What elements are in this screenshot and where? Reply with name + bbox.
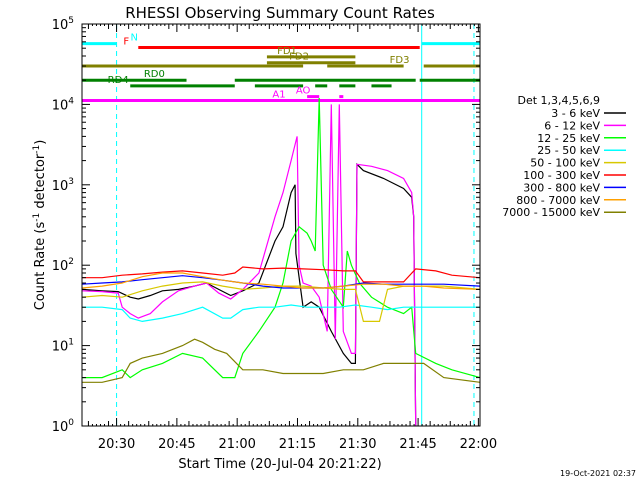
flag-label-fd2: FD2 [289,52,309,63]
plot-frame [81,23,481,427]
x-tick-label: 20:30 [98,437,135,452]
legend-entry-label: 300 - 800 keV [523,181,600,194]
plot-area [116,24,475,426]
flag-label-fd1: FD1 [277,46,297,57]
x-tick-label: 21:15 [279,437,316,452]
series-line-8 [81,272,481,290]
legend-entry-label: 25 - 50 keV [537,144,600,157]
legend-entry-label: 6 - 12 keV [544,119,600,132]
y-axis: 100 101 102 103 104 105 [52,16,480,435]
legend-entry-label: 12 - 25 keV [537,132,600,145]
footer-timestamp: 19-Oct-2021 02:37 [560,469,636,478]
y-axis-label: Count Rate (s-1 detector-1) [32,140,48,311]
y-tick-label: 104 [52,96,75,113]
legend-entry-label: 3 - 6 keV [551,107,600,120]
y-tick-label: 103 [52,177,74,194]
x-tick-label: 21:00 [218,437,255,452]
flag-label-ao: AO [296,86,311,97]
y-tick-label: 100 [52,418,75,435]
series-line-3 [82,97,481,379]
series-line-6 [82,266,481,283]
flag-label-f: F [123,37,129,48]
y-axis-label-end: ) [33,140,48,145]
series-line-9 [82,338,481,383]
y-axis-label-sup2: -1 [32,145,42,154]
flag-label-a1: A1 [272,89,285,100]
y-axis-label-sup: -1 [32,213,42,222]
x-axis: 20:30 20:45 21:00 21:15 21:30 21:45 22:00 [87,24,497,452]
series-layer [81,97,481,427]
y-tick-label: 102 [52,257,74,274]
flag-label-rd4: RD4 [108,75,129,86]
legend-entry-label: 7000 - 15000 keV [502,206,600,219]
legend-entry-label: 50 - 100 keV [530,157,600,170]
x-tick-label: 20:45 [158,437,195,452]
y-tick-label: 105 [52,16,74,33]
series-line-2 [81,104,417,427]
legend-title: Det 1,3,4,5,6,9 [517,94,600,107]
x-tick-label: 21:30 [339,437,376,452]
flag-label-n: N [131,33,138,44]
y-axis-label-tail: detector [33,153,48,213]
flag-label-rd0: RD0 [144,69,165,80]
flag-label-fd3: FD3 [390,55,410,66]
series-line-5 [81,281,481,322]
series-line-4 [82,304,480,323]
y-tick-label: 101 [52,338,74,355]
legend-entry-label: 100 - 300 keV [523,169,600,182]
series-line-7 [81,275,481,289]
chart-title: RHESSI Observing Summary Count Rates [125,4,435,22]
x-axis-label: Start Time (20-Jul-04 20:21:22) [178,457,381,472]
legend-entry-label: 800 - 7000 keV [516,194,600,207]
x-tick-label: 22:00 [460,437,497,452]
series-line-1 [81,162,417,427]
y-axis-label-main: Count Rate (s [33,222,48,311]
x-tick-label: 21:45 [399,437,436,452]
